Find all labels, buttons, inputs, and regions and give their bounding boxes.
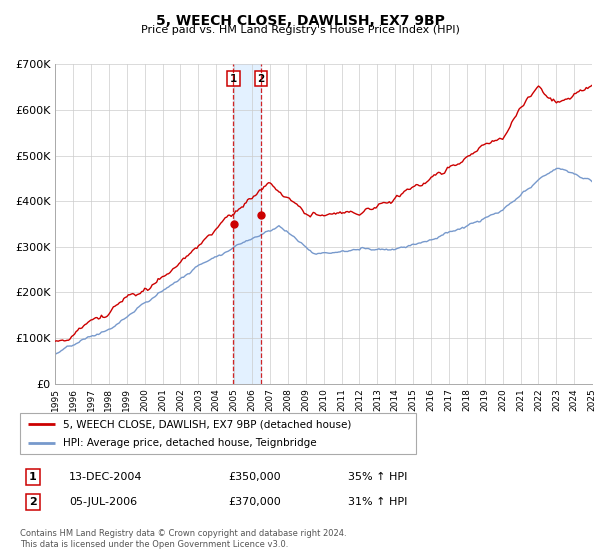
Text: 13-DEC-2004: 13-DEC-2004: [69, 472, 143, 482]
Text: 5, WEECH CLOSE, DAWLISH, EX7 9BP: 5, WEECH CLOSE, DAWLISH, EX7 9BP: [155, 14, 445, 28]
Text: 35% ↑ HPI: 35% ↑ HPI: [348, 472, 407, 482]
Text: This data is licensed under the Open Government Licence v3.0.: This data is licensed under the Open Gov…: [20, 540, 288, 549]
Text: 1: 1: [29, 472, 37, 482]
Text: 2: 2: [29, 497, 37, 507]
Text: £350,000: £350,000: [228, 472, 281, 482]
Text: 5, WEECH CLOSE, DAWLISH, EX7 9BP (detached house): 5, WEECH CLOSE, DAWLISH, EX7 9BP (detach…: [64, 419, 352, 429]
Bar: [233, 64, 261, 384]
Text: 1: 1: [230, 74, 237, 84]
Text: 05-JUL-2006: 05-JUL-2006: [69, 497, 137, 507]
Text: 2: 2: [257, 74, 265, 84]
Text: Price paid vs. HM Land Registry's House Price Index (HPI): Price paid vs. HM Land Registry's House …: [140, 25, 460, 35]
Text: £370,000: £370,000: [228, 497, 281, 507]
Text: HPI: Average price, detached house, Teignbridge: HPI: Average price, detached house, Teig…: [64, 438, 317, 447]
Text: 31% ↑ HPI: 31% ↑ HPI: [348, 497, 407, 507]
Text: Contains HM Land Registry data © Crown copyright and database right 2024.: Contains HM Land Registry data © Crown c…: [20, 529, 346, 538]
